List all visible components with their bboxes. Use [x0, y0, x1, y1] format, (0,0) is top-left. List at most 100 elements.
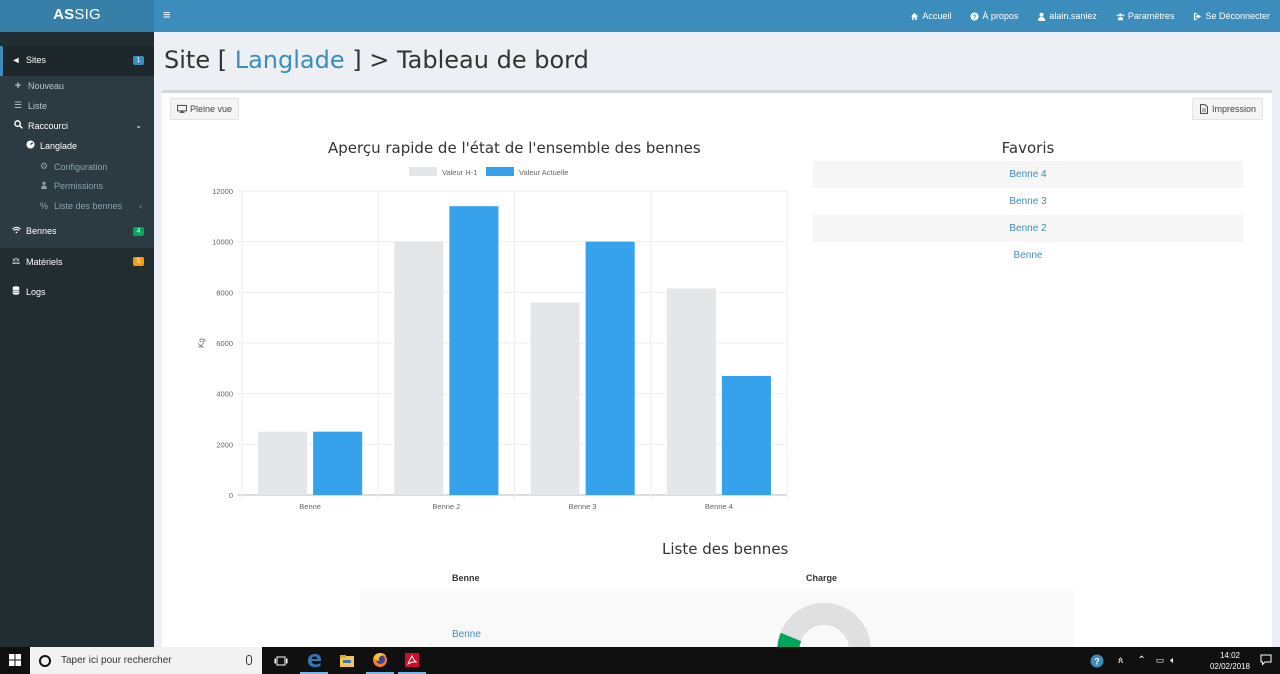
microphone-icon[interactable] — [246, 655, 252, 665]
sidebar: ◄ Sites 1 + Nouveau ☰ Liste Raccourci ⌄ … — [0, 32, 154, 647]
logout-icon — [1194, 12, 1202, 20]
y-tick-label: 8000 — [216, 288, 233, 297]
users-icon — [1116, 12, 1125, 20]
volume-icon[interactable]: 🔈︎ — [1170, 655, 1176, 665]
site-name-link[interactable]: Langlade — [234, 46, 345, 74]
x-axis-ticks: Benne Benne 2 Benne 3 Benne 4 — [299, 502, 733, 511]
nav-parametres[interactable]: Paramètres — [1116, 11, 1174, 21]
y-tick-label: 12000 — [212, 187, 233, 196]
edge-browser-icon[interactable] — [300, 647, 328, 674]
x-tick-label: Benne — [299, 502, 321, 511]
link-icon: % — [39, 201, 48, 211]
chart-bars — [258, 206, 771, 495]
chart-legend: Valeur H-1 Valeur Actuelle — [409, 167, 568, 177]
top-navbar: ASSIG ≡ Accueil ? À propos alain.saniez … — [0, 0, 1280, 32]
bar-chart: Valeur H-1 Valeur Actuelle Kg 0 2000 4000 6… — [197, 167, 788, 511]
task-view-icon[interactable] — [267, 647, 295, 674]
main-content: Site [ Langlade ] > Tableau de bord Plei… — [154, 32, 1280, 650]
sidebar-item-logs[interactable]: Logs — [0, 286, 154, 297]
question-icon: ? — [970, 11, 979, 20]
nav-se-deconnecter[interactable]: Se Déconnecter — [1193, 11, 1270, 21]
sidebar-item-materiels[interactable]: ⚖ Matériels 5 — [0, 256, 154, 267]
sidebar-item-raccourci[interactable]: Raccourci ⌄ — [0, 120, 154, 131]
wifi-icon — [10, 226, 22, 236]
y-tick-label: 4000 — [216, 390, 233, 399]
table-header: Benne Charge — [360, 567, 1074, 589]
search-icon — [12, 120, 24, 131]
top-nav-menu: Accueil ? À propos alain.saniez Paramètr… — [910, 0, 1270, 32]
file-explorer-icon[interactable] — [333, 647, 361, 674]
bar-actuelle — [721, 375, 771, 495]
sidebar-item-langlade[interactable]: Langlade — [0, 140, 154, 151]
page-title: Site [ Langlade ] > Tableau de bord — [164, 46, 589, 74]
bar-h1 — [258, 431, 308, 495]
favoris-item[interactable]: Benne 4 — [813, 161, 1243, 188]
chevron-down-icon: ⌄ — [135, 121, 142, 130]
x-tick-label: Benne 4 — [705, 502, 733, 511]
bar-h1 — [666, 288, 716, 495]
chart-title: Aperçu rapide de l'état de l'ensemble de… — [328, 139, 701, 157]
nav-a-propos[interactable]: ? À propos — [970, 11, 1018, 21]
file-icon — [1200, 104, 1208, 114]
help-icon[interactable]: ? — [1090, 654, 1104, 668]
svg-text:?: ? — [1094, 656, 1100, 666]
sidebar-item-liste-des-bennes[interactable]: % Liste des bennes ‹ — [39, 201, 142, 211]
nav-user-account[interactable]: alain.saniez — [1037, 11, 1097, 21]
sidebar-toggle-icon[interactable]: ≡ — [163, 7, 171, 22]
legend-swatch-h1 — [409, 167, 437, 176]
column-header-benne: Benne — [452, 573, 480, 583]
legend-swatch-actuelle — [486, 167, 514, 176]
bar-h1 — [394, 241, 444, 495]
favoris-item[interactable]: Benne — [1013, 250, 1043, 261]
favoris-item[interactable]: Benne 2 — [813, 215, 1243, 242]
dashboard-icon — [24, 140, 36, 151]
user-icon — [1038, 12, 1046, 21]
desktop-icon — [177, 104, 187, 113]
sidebar-item-nouveau[interactable]: + Nouveau — [0, 80, 154, 92]
sidebar-item-liste[interactable]: ☰ Liste — [13, 100, 48, 111]
firefox-icon[interactable] — [366, 647, 394, 674]
favoris-item[interactable]: Benne 3 — [1009, 196, 1047, 207]
sidebar-item-bennes[interactable]: Bennes 4 — [0, 226, 154, 236]
users-icon — [38, 181, 50, 191]
chevron-left-icon: ‹ — [139, 201, 142, 211]
y-axis-ticks: 0 2000 4000 6000 8000 10000 12000 — [212, 187, 233, 500]
notification-center-icon[interactable] — [1260, 654, 1272, 666]
print-button[interactable]: Impression — [1192, 98, 1264, 120]
people-icon[interactable]: ጰ — [1118, 655, 1124, 665]
sidebar-item-configuration[interactable]: ⚙ Configuration — [39, 161, 108, 172]
y-tick-label: 10000 — [212, 238, 233, 247]
network-icon[interactable]: ▭ — [1155, 655, 1165, 665]
taskbar-clock[interactable]: 14:02 02/02/2018 — [1209, 651, 1250, 671]
acrobat-reader-icon[interactable] — [398, 647, 426, 674]
windows-start-icon[interactable] — [9, 654, 21, 666]
sites-count-badge: 1 — [133, 55, 144, 65]
column-header-charge: Charge — [806, 573, 838, 583]
sidebar-item-permissions[interactable]: Permissions — [0, 181, 154, 191]
chevron-up-icon[interactable]: ⌃ — [1137, 655, 1146, 666]
bar-actuelle — [313, 431, 363, 495]
dashboard-box: Pleine vue Impression Aperçu rapide de l… — [162, 90, 1272, 650]
fullview-button[interactable]: Pleine vue — [170, 98, 240, 120]
balance-scale-icon: ⚖ — [11, 256, 21, 266]
database-icon — [10, 286, 22, 297]
x-tick-label: Benne 2 — [432, 502, 460, 511]
benne-link[interactable]: Benne — [452, 629, 481, 640]
liste-des-bennes-title: Liste des bennes — [662, 540, 789, 558]
y-tick-label: 0 — [229, 491, 233, 500]
materiels-count-badge: 5 — [133, 257, 144, 266]
cogs-icon: ⚙ — [39, 161, 49, 171]
windows-taskbar: Taper ici pour rechercher ? ጰ ⌃ ▭ 🔈︎ 14:… — [0, 647, 1280, 674]
sidebar-item-sites[interactable]: ◄ Sites 1 — [0, 55, 154, 65]
gauge-fill — [777, 632, 802, 649]
nav-accueil[interactable]: Accueil — [910, 11, 951, 21]
bennes-count-badge: 4 — [133, 226, 144, 236]
taskbar-search-box[interactable]: Taper ici pour rechercher — [30, 647, 262, 674]
y-tick-label: 6000 — [216, 339, 233, 348]
legend-label-h1: Valeur H-1 — [442, 168, 477, 177]
plus-icon: + — [14, 80, 22, 92]
bullhorn-icon: ◄ — [11, 55, 21, 65]
svg-text:?: ? — [973, 13, 977, 20]
bar-actuelle — [585, 241, 635, 495]
app-logo[interactable]: ASSIG — [0, 0, 154, 32]
